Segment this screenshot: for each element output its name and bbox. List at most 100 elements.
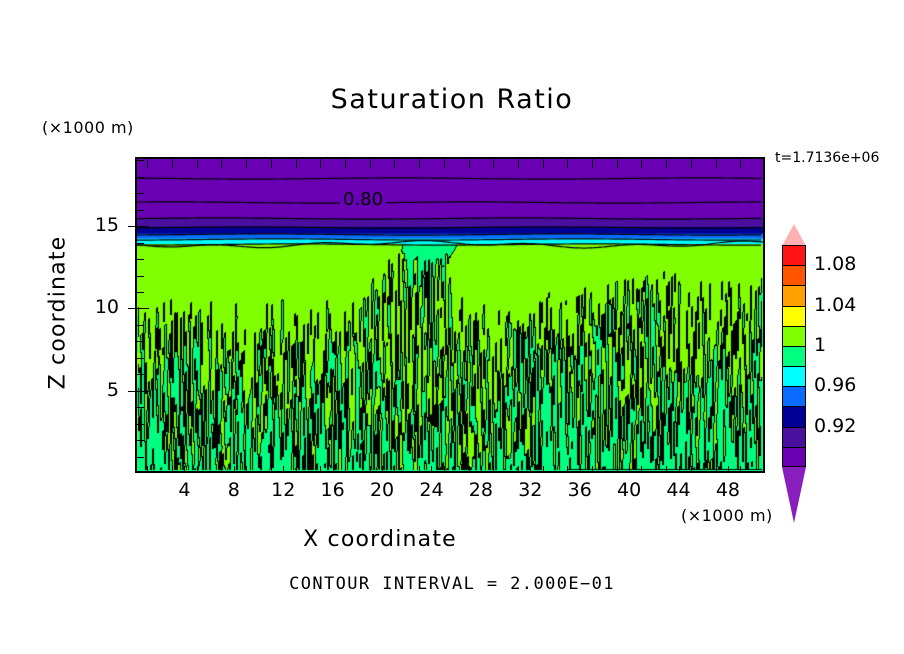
y-inner-tick <box>137 176 144 178</box>
x-tick <box>678 466 680 473</box>
x-tick <box>629 466 631 473</box>
x-tick <box>233 466 235 473</box>
x-minor-tick <box>567 466 569 471</box>
x-tick-label: 4 <box>178 479 191 501</box>
colorbar-label: 1.08 <box>814 253 857 276</box>
y-inner-tick <box>137 423 144 425</box>
y-inner-tick <box>137 357 144 359</box>
x-top-tick <box>666 159 668 168</box>
x-minor-tick <box>172 466 174 471</box>
colorbar-bottom-arrow <box>782 467 806 523</box>
x-tick <box>530 466 532 473</box>
x-top-tick <box>394 159 396 168</box>
y-inner-tick <box>137 209 144 211</box>
x-minor-tick <box>740 466 742 471</box>
colorbar[interactable] <box>782 245 806 467</box>
y-inner-tick <box>137 259 144 261</box>
colorbar-cell[interactable] <box>782 345 806 367</box>
x-minor-tick <box>246 466 248 471</box>
x-minor-tick <box>542 466 544 471</box>
x-top-tick <box>715 159 717 168</box>
x-top-tick <box>295 159 297 168</box>
x-top-tick <box>246 159 248 168</box>
y-tick <box>128 308 135 310</box>
x-top-tick <box>320 159 322 168</box>
colorbar-cell[interactable] <box>782 366 806 387</box>
colorbar-label: 1.04 <box>814 293 857 316</box>
y-inner-tick <box>137 374 144 376</box>
x-minor-tick <box>641 466 643 471</box>
colorbar-cell[interactable] <box>782 426 806 447</box>
x-tick <box>332 466 334 473</box>
y-inner-tick <box>137 275 144 277</box>
x-top-tick <box>147 159 149 168</box>
x-tick-label: 16 <box>320 479 345 501</box>
x-top-tick <box>419 159 421 168</box>
x-tick-label: 32 <box>518 479 543 501</box>
y-inner-tick <box>137 456 144 458</box>
x-top-tick <box>616 159 618 168</box>
y-axis-title: Z coordinate <box>45 235 71 390</box>
x-tick-label: 12 <box>271 479 296 501</box>
y-tick-label: 5 <box>106 378 119 401</box>
x-tick <box>431 466 433 473</box>
x-tick-label: 20 <box>369 479 395 501</box>
x-top-tick <box>443 159 445 168</box>
x-tick <box>579 466 581 473</box>
x-top-tick <box>567 159 569 168</box>
y-inner-tick <box>137 193 144 195</box>
y-tick <box>128 226 135 228</box>
x-top-tick <box>740 159 742 168</box>
x-minor-tick <box>345 466 346 471</box>
x-top-tick <box>221 159 223 168</box>
x-tick-label: 40 <box>617 479 642 501</box>
y-tick-label: 15 <box>94 214 119 237</box>
colorbar-cell[interactable] <box>782 446 806 467</box>
x-tick-label: 44 <box>666 479 691 501</box>
x-tick-label: 8 <box>227 479 240 501</box>
x-minor-tick <box>592 466 594 471</box>
x-top-tick <box>592 159 594 168</box>
x-minor-tick <box>616 466 618 471</box>
colorbar-cell[interactable] <box>782 285 806 306</box>
x-minor-tick <box>690 466 692 471</box>
y-inner-tick <box>137 407 144 409</box>
y-inner-tick <box>137 390 149 392</box>
x-top-tick <box>641 159 643 168</box>
colorbar-label: 1 <box>814 333 827 356</box>
y-inner-tick <box>137 160 144 162</box>
colorbar-cell[interactable] <box>782 386 806 407</box>
y-inner-tick <box>137 242 144 244</box>
x-minor-tick <box>493 466 495 471</box>
colorbar-cell[interactable] <box>782 305 806 326</box>
x-minor-tick <box>295 466 297 471</box>
contour-interval-note: CONTOUR INTERVAL = 2.000E−01 <box>289 574 615 594</box>
x-top-tick <box>542 159 544 168</box>
x-minor-tick <box>270 466 272 471</box>
colorbar-label: 0.92 <box>814 414 857 437</box>
contour-field-canvas <box>137 159 763 471</box>
colorbar-cell[interactable] <box>782 406 806 427</box>
x-top-tick <box>493 159 495 168</box>
y-inner-tick <box>137 324 144 326</box>
colorbar-cell[interactable] <box>782 325 806 346</box>
contour-plot-area[interactable] <box>135 157 765 473</box>
colorbar-cell[interactable] <box>782 245 806 266</box>
x-tick-label: 48 <box>715 479 741 501</box>
y-inner-tick <box>137 341 144 343</box>
x-top-tick <box>369 159 371 168</box>
colorbar-cell[interactable] <box>782 265 806 286</box>
x-tick <box>382 466 384 473</box>
y-inner-tick <box>137 308 149 310</box>
x-axis-title: X coordinate <box>303 527 457 552</box>
x-minor-tick <box>196 466 198 471</box>
y-inner-tick <box>137 226 149 228</box>
y-tick-label: 10 <box>94 296 119 319</box>
colorbar-top-arrow <box>782 224 806 246</box>
x-tick <box>283 466 285 473</box>
x-tick-label: 28 <box>468 479 493 501</box>
x-tick <box>727 466 729 473</box>
x-top-tick <box>517 159 519 168</box>
x-tick <box>480 466 482 473</box>
x-top-tick <box>468 159 470 168</box>
